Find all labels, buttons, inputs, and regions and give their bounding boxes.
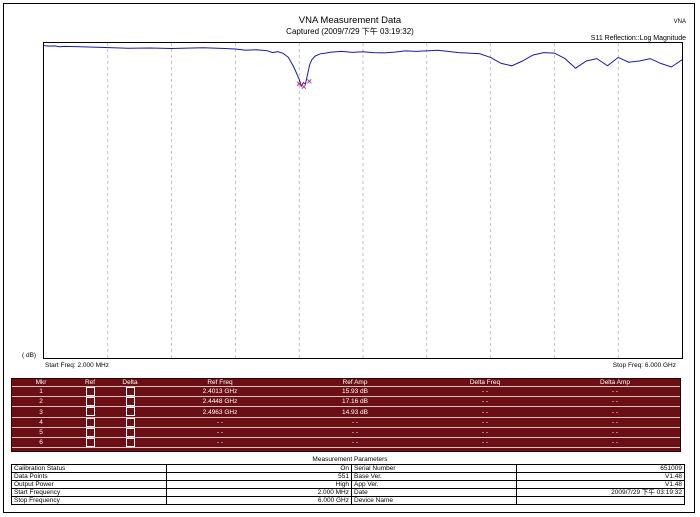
measurement-mode: S11 Reflection::Log Magnitude: [590, 35, 686, 42]
vna-tag: VNA: [673, 19, 686, 25]
delta-checkbox[interactable]: [125, 427, 135, 437]
param-value: 2009/7/29 下午 03:19:32: [516, 488, 685, 497]
ref-amp: - -: [290, 437, 420, 449]
delta-freq: - -: [420, 437, 550, 449]
param-label: Start Frequency: [11, 488, 167, 497]
report-title: VNA Measurement Data: [298, 15, 402, 26]
param-label: Data Points: [11, 472, 167, 481]
delta-amp: - -: [550, 406, 680, 418]
param-value: 6.000 GHz: [166, 496, 352, 505]
param-label: Base Ver.: [351, 472, 517, 481]
param-label: Date: [351, 488, 517, 497]
plot-area: [43, 42, 683, 359]
marker-row: 4 - - - - - - - -: [12, 417, 680, 428]
delta-amp: - -: [550, 437, 680, 449]
delta-checkbox[interactable]: [125, 387, 135, 396]
marker-glyph: [301, 84, 307, 90]
delta-checkbox[interactable]: [125, 407, 135, 417]
ref-checkbox[interactable]: [85, 438, 95, 448]
col-delta-freq: Delta Freq: [420, 379, 550, 387]
ref-freq: - -: [150, 437, 290, 449]
delta-amp: - -: [550, 427, 680, 439]
marker-glyph: [296, 81, 302, 87]
marker-row: 1 2.4013 GHz 15.93 dB - - - -: [12, 386, 680, 398]
marker-number: 4: [12, 417, 70, 428]
ref-freq: - -: [150, 417, 290, 428]
param-value: 551: [166, 472, 352, 481]
delta-freq: - -: [420, 417, 550, 428]
param-value: V1.48: [516, 480, 685, 489]
marker-table: Mkr Ref Delta Ref Freq Ref Amp Delta Fre…: [11, 378, 681, 452]
ref-freq: 2.4013 GHz: [150, 386, 290, 398]
marker-row: 5 - - - - - - - -: [12, 427, 680, 439]
ref-freq: - -: [150, 427, 290, 439]
params-row: Calibration Status On Serial Number 6510…: [11, 464, 685, 473]
delta-freq: - -: [420, 396, 550, 408]
delta-freq: - -: [420, 427, 550, 439]
ref-amp: 17.16 dB: [290, 396, 420, 408]
col-delta-amp: Delta Amp: [550, 379, 680, 387]
ref-checkbox[interactable]: [85, 407, 95, 417]
param-value: High: [166, 480, 352, 489]
ref-freq: 2.4448 GHz: [150, 396, 290, 408]
params-row: Start Frequency 2.000 MHz Date 2009/7/29…: [11, 488, 685, 497]
marker-number: 1: [12, 386, 70, 398]
delta-checkbox[interactable]: [125, 417, 135, 427]
ref-checkbox[interactable]: [85, 417, 95, 427]
delta-amp: - -: [550, 386, 680, 398]
ref-amp: - -: [290, 417, 420, 428]
ref-checkbox[interactable]: [85, 387, 95, 396]
marker-header-row: Mkr Ref Delta Ref Freq Ref Amp Delta Fre…: [12, 379, 680, 387]
marker-glyph: [306, 78, 312, 84]
params-table: Calibration Status On Serial Number 6510…: [11, 464, 685, 505]
marker-number: 6: [12, 437, 70, 449]
param-label: App Ver.: [351, 480, 517, 489]
marker-row: 6 - - - - - - - -: [12, 437, 680, 449]
ref-checkbox[interactable]: [85, 397, 95, 407]
params-row: Data Points 551 Base Ver. V1.48: [11, 472, 685, 481]
delta-checkbox[interactable]: [125, 397, 135, 407]
ref-freq: 2.4963 GHz: [150, 406, 290, 418]
s11-chart: [44, 43, 682, 358]
param-value: 651009: [516, 464, 685, 473]
col-delta: Delta: [110, 379, 150, 387]
param-label: Serial Number: [351, 464, 517, 473]
param-label: Stop Frequency: [11, 496, 167, 505]
ref-checkbox[interactable]: [85, 427, 95, 437]
param-label: Output Power: [11, 480, 167, 489]
param-value: [516, 496, 685, 505]
param-label: Calibration Status: [11, 464, 167, 473]
params-row: Stop Frequency 6.000 GHz Device Name: [11, 496, 685, 505]
delta-amp: - -: [550, 417, 680, 428]
marker-row: 3 2.4963 GHz 14.93 dB - - - -: [12, 406, 680, 418]
col-ref-amp: Ref Amp: [290, 379, 420, 387]
param-value: On: [166, 464, 352, 473]
s11-trace: [44, 45, 682, 88]
ref-amp: 14.93 dB: [290, 406, 420, 418]
start-freq-label: Start Freq: 2.000 MHz: [45, 362, 109, 369]
marker-number: 5: [12, 427, 70, 439]
col-mkr: Mkr: [12, 379, 70, 387]
captured-timestamp: Captured (2009/7/29 下午 03:19:32): [286, 27, 414, 36]
params-title: Measurement Parameters: [312, 456, 388, 463]
y-unit-label: ( dB): [22, 352, 37, 359]
marker-number: 3: [12, 406, 70, 418]
ref-amp: 15.93 dB: [290, 386, 420, 398]
params-row: Output Power High App Ver. V1.48: [11, 480, 685, 489]
col-ref-freq: Ref Freq: [150, 379, 290, 387]
delta-freq: - -: [420, 386, 550, 398]
delta-freq: - -: [420, 406, 550, 418]
marker-number: 2: [12, 396, 70, 408]
ref-amp: - -: [290, 427, 420, 439]
report-frame: [3, 3, 695, 513]
param-value: V1.48: [516, 472, 685, 481]
delta-amp: - -: [550, 396, 680, 408]
param-label: Device Name: [351, 496, 517, 505]
param-value: 2.000 MHz: [166, 488, 352, 497]
delta-checkbox[interactable]: [125, 438, 135, 448]
col-ref: Ref: [70, 379, 110, 387]
stop-freq-label: Stop Freq: 6.000 GHz: [612, 362, 676, 369]
marker-row: 2 2.4448 GHz 17.16 dB - - - -: [12, 396, 680, 408]
